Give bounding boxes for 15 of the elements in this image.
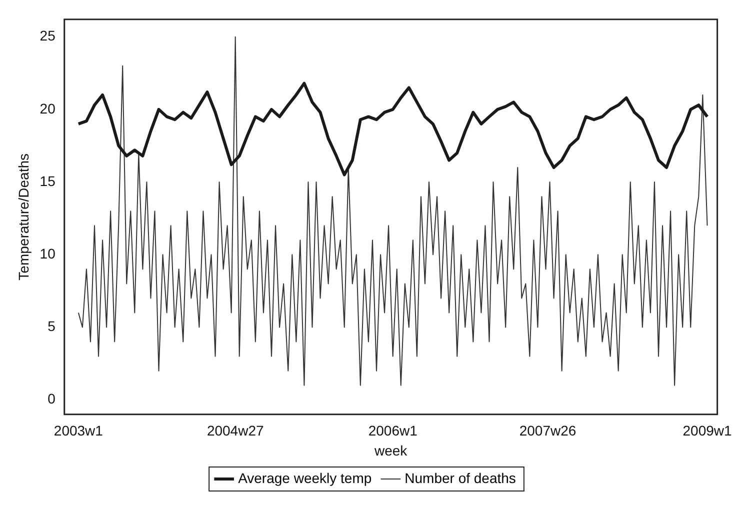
x-tick-label: 2007w26 — [519, 422, 576, 439]
y-tick-label: 25 — [40, 28, 56, 44]
legend-label: Number of deaths — [404, 470, 516, 486]
x-tick-label: 2004w27 — [206, 422, 264, 439]
x-tick-label: 2006w1 — [368, 422, 418, 439]
x-tick-label: 2009w1 — [682, 422, 732, 439]
x-tick-label: 2003w1 — [54, 422, 104, 439]
y-tick-label: 0 — [48, 390, 56, 407]
y-axis-title: Temperature/Deaths — [15, 153, 32, 280]
y-tick-label: 5 — [48, 318, 56, 334]
y-tick-label: 10 — [40, 246, 56, 262]
y-tick-label: 20 — [40, 100, 56, 116]
x-axis-title: week — [373, 442, 408, 458]
y-tick-label: 15 — [40, 172, 56, 189]
legend-label: Average weekly temp — [238, 470, 372, 486]
